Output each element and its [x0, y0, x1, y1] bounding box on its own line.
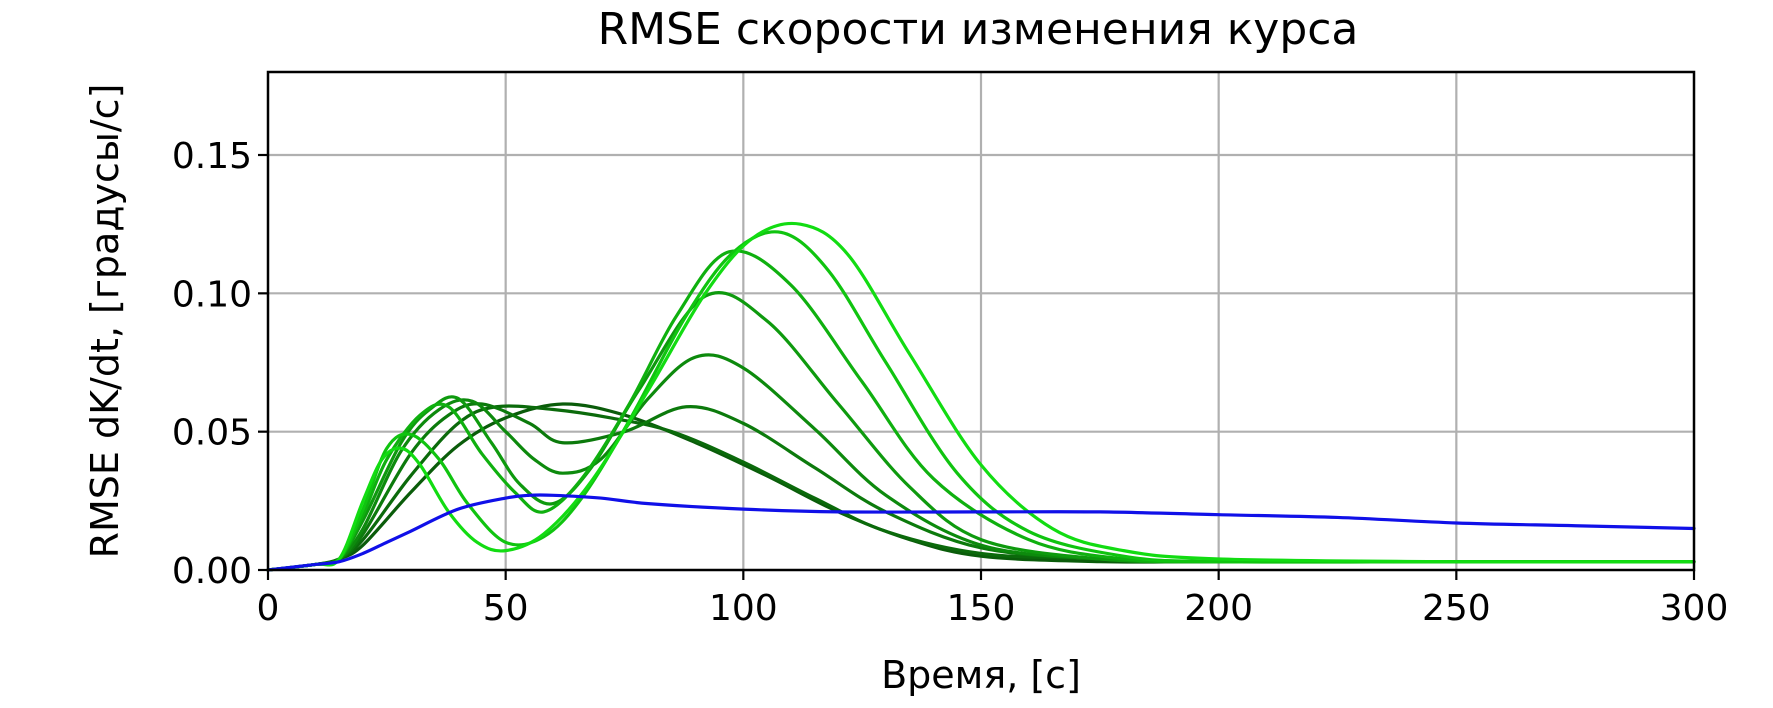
x-tick-label: 0 — [257, 588, 280, 629]
y-axis-label: RMSE dK/dt, [градусы/с] — [83, 84, 127, 559]
x-tick-label: 100 — [709, 588, 778, 629]
y-tick-label: 0.15 — [172, 136, 252, 177]
y-tick-label: 0.05 — [172, 413, 252, 454]
ticks: 0 50 100 150 200 250 300 0.00 0.05 0.10 0.15 — [172, 136, 1729, 629]
y-tick-label: 0.10 — [172, 274, 252, 315]
x-tick-label: 150 — [947, 588, 1016, 629]
series-line-8 — [266, 221, 1696, 572]
x-tick-label: 200 — [1184, 588, 1253, 629]
x-axis-label: Время, [с] — [881, 653, 1081, 697]
chart-title: RMSE скорости изменения курса — [598, 4, 1359, 55]
series-line-9 — [266, 493, 1696, 572]
x-tick-label: 50 — [483, 588, 529, 629]
y-tick-label: 0.00 — [172, 551, 252, 592]
x-tick-label: 300 — [1660, 588, 1729, 629]
series-line-7 — [266, 230, 1696, 572]
plot-area — [266, 221, 1696, 572]
x-tick-label: 250 — [1422, 588, 1491, 629]
grid — [268, 72, 1694, 570]
